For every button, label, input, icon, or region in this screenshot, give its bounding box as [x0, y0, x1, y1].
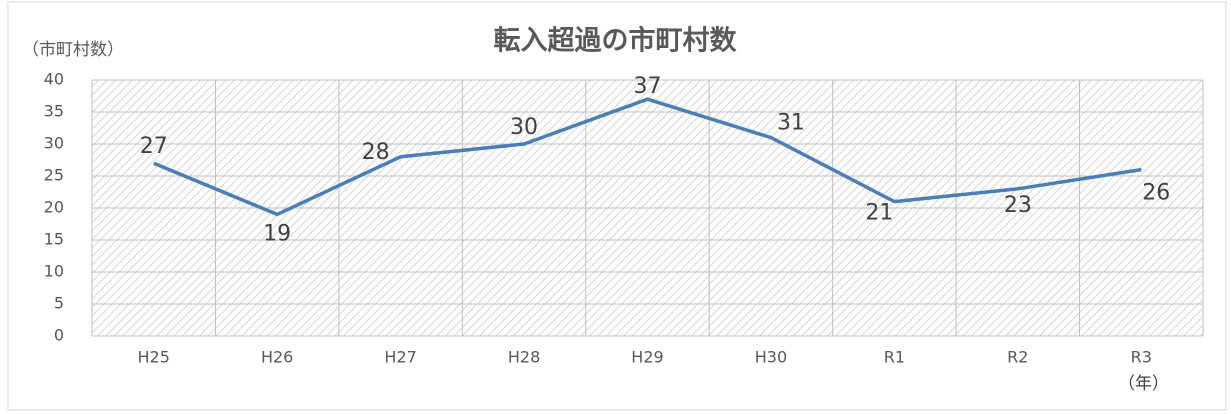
y-tick-label: 40 [44, 70, 64, 89]
data-label: 26 [1142, 181, 1170, 206]
y-tick-label: 5 [54, 294, 64, 313]
data-label: 28 [362, 140, 390, 165]
data-label: 31 [777, 111, 805, 136]
data-label: 23 [1004, 193, 1032, 218]
x-axis-label: （年） [1118, 374, 1169, 394]
data-line [153, 97, 1142, 217]
x-tick-label: R1 [884, 348, 905, 367]
x-tick-label: H25 [138, 348, 170, 367]
x-tick-label: R2 [1007, 348, 1028, 367]
y-tick-label: 30 [44, 134, 64, 153]
x-tick-label: H26 [261, 348, 293, 367]
x-tick-label: H27 [384, 348, 416, 367]
data-label: 30 [510, 115, 538, 140]
data-label: 19 [263, 221, 291, 246]
data-label: 21 [865, 201, 893, 226]
y-tick-label: 0 [54, 326, 64, 345]
x-tick-label: H28 [508, 348, 540, 367]
y-tick-label: 20 [44, 198, 64, 217]
y-tick-label: 35 [44, 102, 64, 121]
y-tick-label: 10 [44, 262, 64, 281]
y-tick-label: 25 [44, 166, 64, 185]
x-tick-label: R3 [1131, 348, 1152, 367]
x-tick-label: H29 [631, 348, 663, 367]
data-label: 37 [634, 74, 662, 99]
y-tick-label: 15 [44, 230, 64, 249]
chart-title: 転入超過の市町村数 [494, 25, 738, 57]
y-axis-label: （市町村数） [22, 40, 124, 60]
data-label: 27 [140, 134, 168, 159]
x-tick-label: H30 [755, 348, 787, 367]
